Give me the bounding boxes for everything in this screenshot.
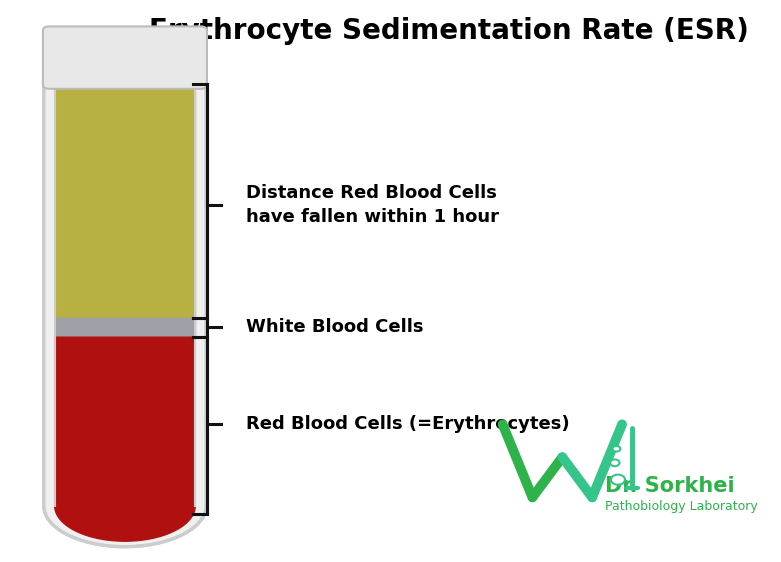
Circle shape	[610, 460, 619, 466]
Polygon shape	[44, 84, 206, 547]
Text: Distance Red Blood Cells
have fallen within 1 hour: Distance Red Blood Cells have fallen wit…	[246, 184, 499, 226]
Text: White Blood Cells: White Blood Cells	[246, 318, 423, 336]
Text: Red Blood Cells (=Erythrocytes): Red Blood Cells (=Erythrocytes)	[246, 415, 569, 433]
Circle shape	[611, 474, 625, 484]
Polygon shape	[55, 84, 195, 541]
Polygon shape	[55, 84, 195, 318]
Polygon shape	[55, 337, 195, 541]
Text: Dr. Sorkhei: Dr. Sorkhei	[605, 476, 735, 496]
FancyBboxPatch shape	[43, 26, 207, 89]
Circle shape	[612, 446, 620, 452]
Text: Pathobiology Laboratory: Pathobiology Laboratory	[605, 500, 758, 514]
Text: Erythrocyte Sedimentation Rate (ESR): Erythrocyte Sedimentation Rate (ESR)	[149, 17, 749, 45]
Polygon shape	[55, 318, 195, 337]
